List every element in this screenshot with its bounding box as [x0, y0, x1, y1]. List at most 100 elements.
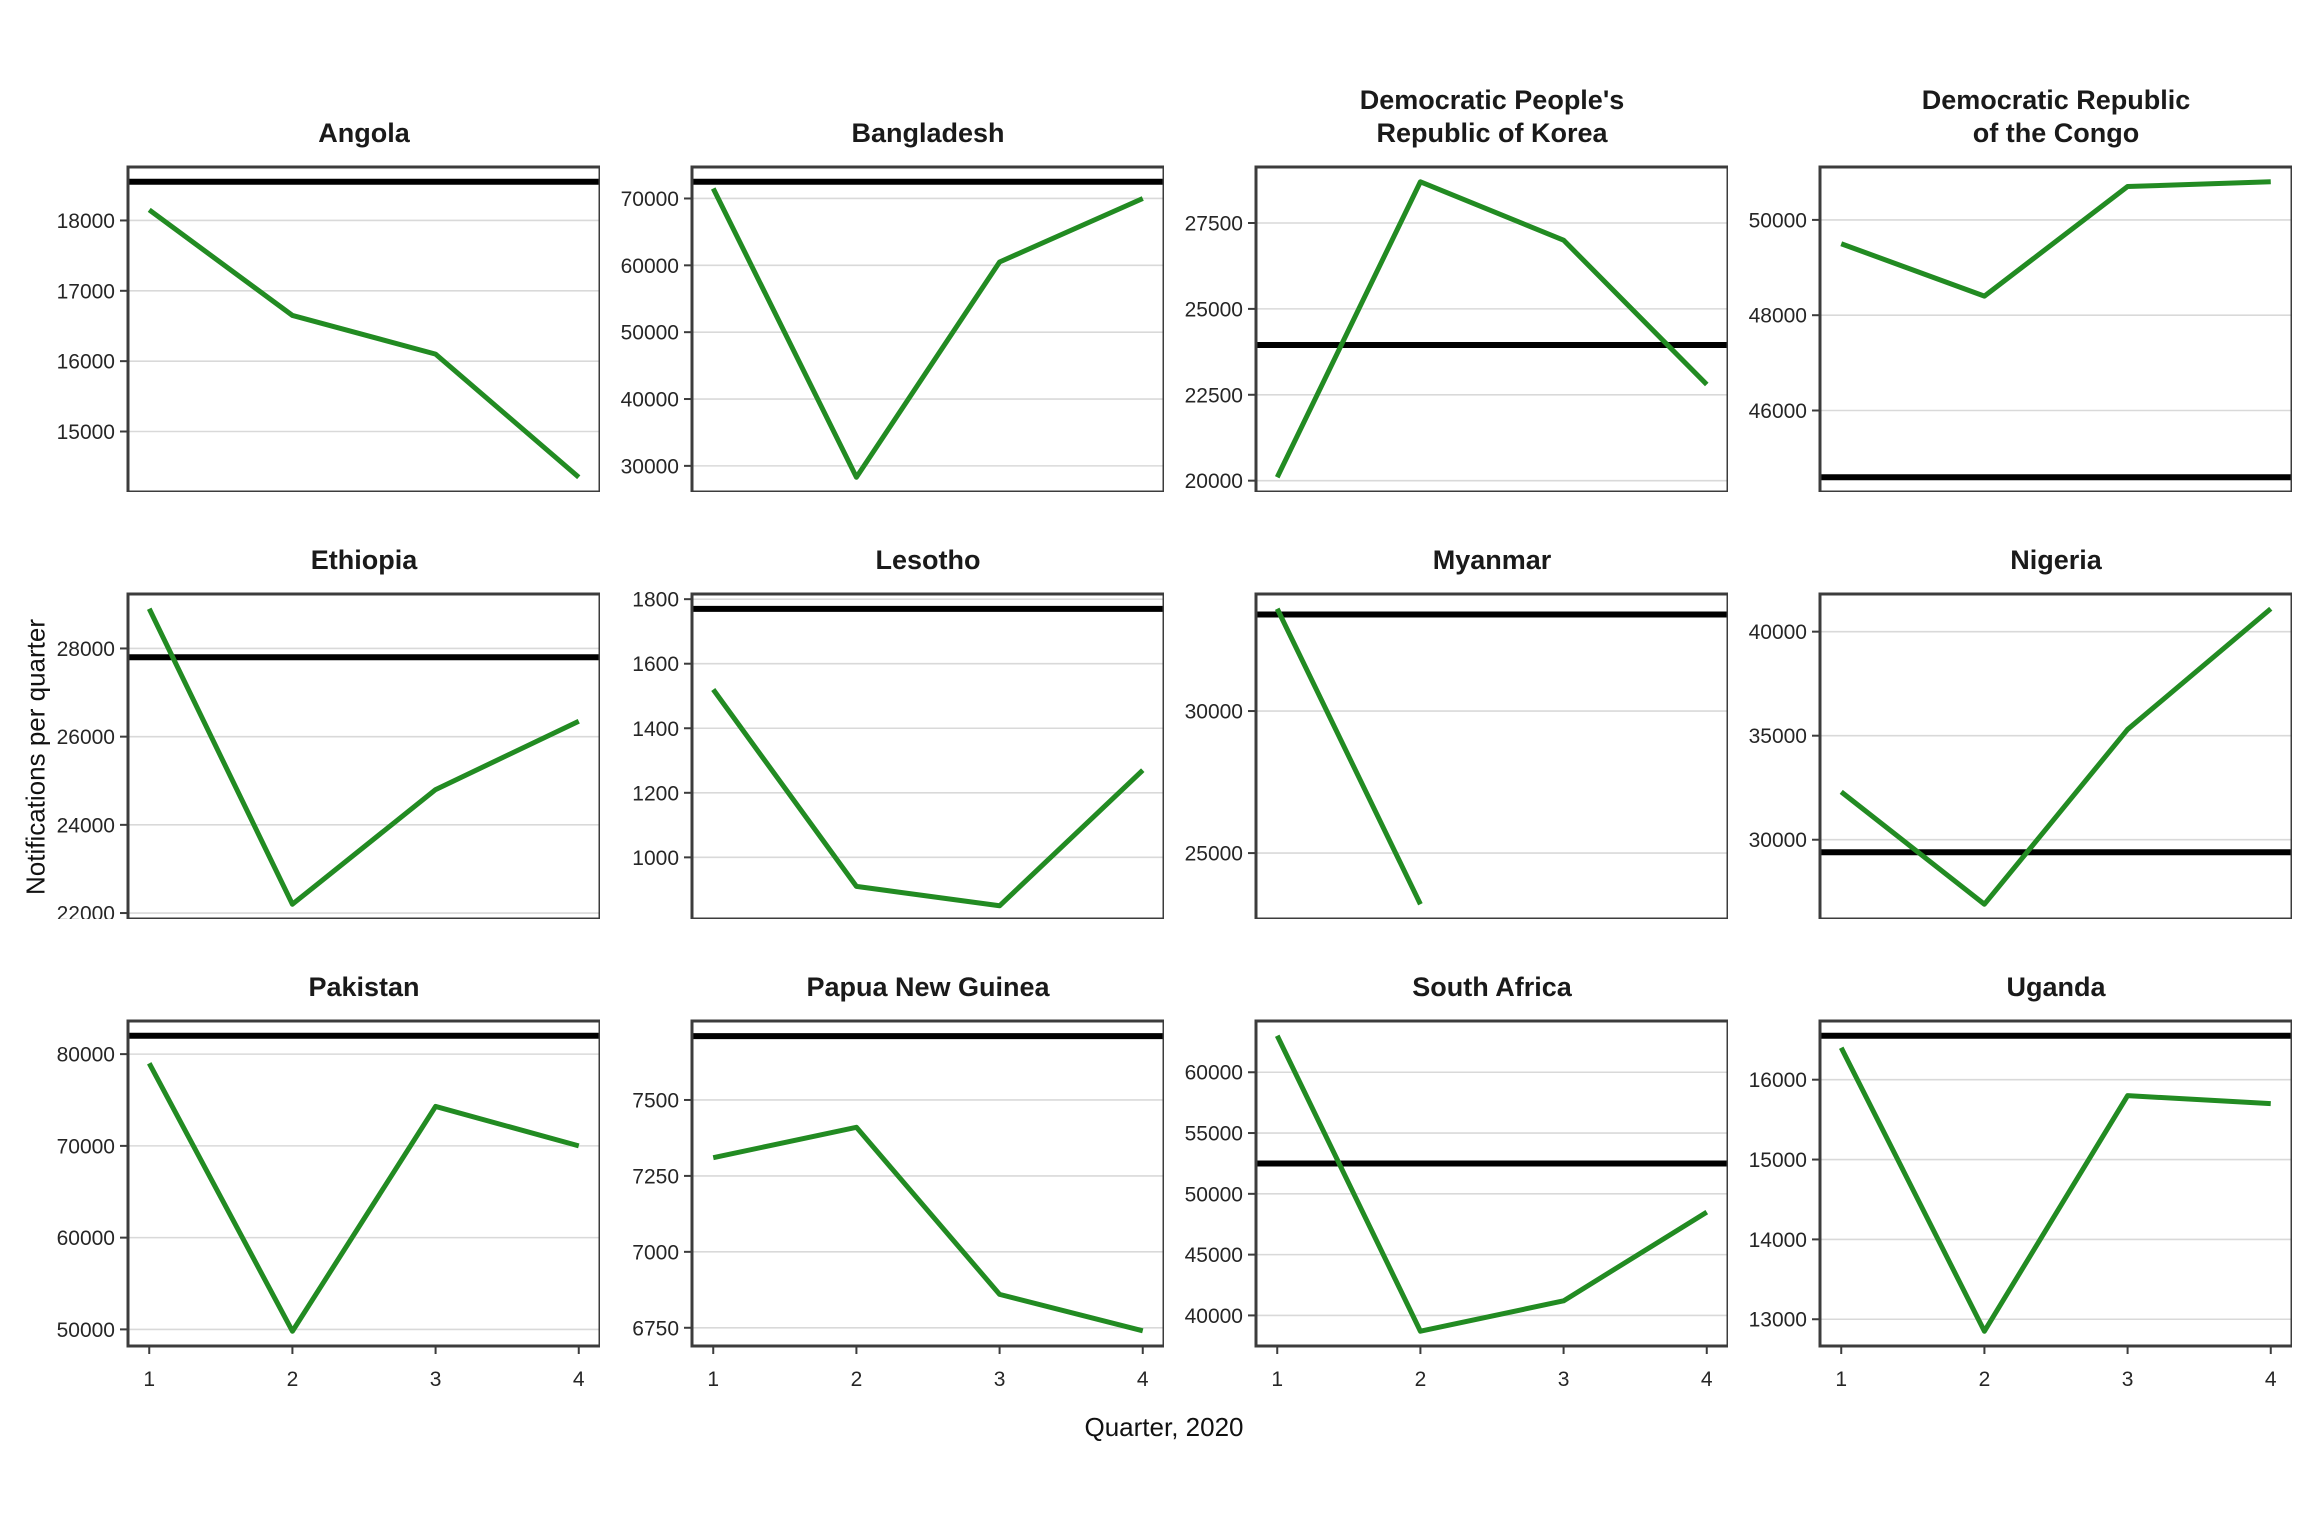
panel-border [126, 165, 600, 492]
notifications-line [147, 207, 581, 480]
x-tick-label: 4 [1137, 1368, 1149, 1391]
x-tick-label: 1 [143, 1368, 155, 1391]
y-tick-label: 60000 [621, 255, 679, 278]
y-tick-label: 25000 [1185, 843, 1243, 866]
y-tick-label: 22000 [57, 903, 115, 919]
panel-border [690, 592, 1164, 919]
y-tick-label: 24000 [57, 814, 115, 837]
notifications-line [1274, 1034, 1709, 1334]
facet-chart: Democratic People's Republic of Korea 2000… [1185, 85, 1728, 492]
y-tick-label: 48000 [1749, 305, 1807, 328]
facet-chart: South Africa 40000 45000 50000 55000 60000 1 2 3… [1185, 972, 1728, 1391]
y-tick-label: 16000 [57, 351, 115, 374]
facet-nigeria: Nigeria 30000 35000 40000 [1728, 492, 2292, 919]
notifications-line [1839, 1046, 2271, 1334]
facet-title: Democratic Republic of the Congo [1922, 85, 2191, 148]
y-tick-label: 26000 [57, 726, 115, 749]
facet-myanmar: Myanmar 25000 30000 [1164, 492, 1728, 919]
y-tick-label: 1400 [632, 718, 679, 741]
y-tick-label: 80000 [57, 1044, 115, 1067]
facet-dr-congo: Democratic Republic of the Congo 46000 4800… [1728, 65, 2292, 492]
facet-title: Pakistan [308, 972, 419, 1002]
y-tick-label: 50000 [1749, 209, 1807, 232]
x-tick-label: 2 [1415, 1368, 1427, 1391]
y-tick-label: 16000 [1749, 1069, 1807, 1092]
x-tick-label: 1 [1271, 1368, 1283, 1391]
facet-title: Uganda [2006, 972, 2106, 1002]
y-tick-label: 46000 [1749, 400, 1807, 423]
y-tick-label: 22500 [1185, 384, 1243, 407]
y-tick-label: 60000 [1185, 1062, 1243, 1085]
y-tick-label: 50000 [621, 322, 679, 345]
facet-title: Ethiopia [311, 545, 418, 575]
y-tick-label: 17000 [57, 280, 115, 303]
panel-border [1818, 1019, 2292, 1348]
x-tick-label: 2 [851, 1368, 863, 1391]
notifications-line [1274, 179, 1709, 479]
panel-border [1254, 1019, 1728, 1348]
x-tick-label: 4 [573, 1368, 585, 1391]
notifications-line [712, 1124, 1144, 1334]
facet-chart: Bangladesh 30000 40000 50000 60000 70000 [621, 118, 1164, 492]
facet-title: Myanmar [1433, 545, 1552, 575]
y-tick-label: 7250 [632, 1165, 679, 1188]
facet-chart: Myanmar 25000 30000 [1185, 545, 1728, 919]
notifications-line [1839, 606, 2273, 907]
notifications-line [1274, 607, 1423, 906]
panel-border [690, 165, 1164, 492]
notifications-line [146, 607, 580, 907]
y-tick-label: 25000 [1185, 298, 1243, 321]
facet-chart: Ethiopia 22000 24000 26000 28000 [57, 545, 600, 919]
y-tick-label: 60000 [57, 1227, 115, 1250]
facet-bangladesh: Bangladesh 30000 40000 50000 60000 70000 [600, 65, 1164, 492]
y-tick-label: 30000 [1185, 701, 1243, 724]
x-tick-label: 1 [1835, 1368, 1847, 1391]
panel-border [690, 1019, 1164, 1348]
facet-dpr-korea: Democratic People's Republic of Korea 2000… [1164, 65, 1728, 492]
y-tick-label: 15000 [57, 421, 115, 444]
y-tick-label: 1200 [632, 782, 679, 805]
x-tick-label: 2 [1979, 1368, 1991, 1391]
facet-title: Democratic People's Republic of Korea [1360, 85, 1625, 148]
x-tick-label: 4 [2265, 1368, 2277, 1391]
y-tick-label: 70000 [621, 188, 679, 211]
y-tick-label: 15000 [1749, 1149, 1807, 1172]
facet-chart: Papua New Guinea 6750 7000 7250 7500 1 2 3 4 [632, 972, 1164, 1391]
x-tick-label: 4 [1701, 1368, 1713, 1391]
facet-chart: Lesotho 1000 1200 1400 1600 1800 [632, 545, 1164, 919]
y-tick-label: 30000 [1749, 829, 1807, 852]
facet-title: South Africa [1412, 972, 1572, 1002]
y-tick-label: 20000 [1185, 470, 1243, 492]
y-tick-label: 27500 [1185, 212, 1243, 235]
y-tick-label: 45000 [1185, 1244, 1243, 1267]
facet-grid: Angola 15000 16000 17000 18000 Bangladesh 3000… [36, 65, 2292, 1411]
y-tick-label: 40000 [1185, 1305, 1243, 1328]
facet-title: Lesotho [876, 545, 981, 575]
x-tick-label: 3 [430, 1368, 442, 1391]
y-tick-label: 30000 [621, 455, 679, 478]
y-tick-label: 70000 [57, 1135, 115, 1158]
y-tick-label: 7500 [632, 1089, 679, 1112]
facet-angola: Angola 15000 16000 17000 18000 [36, 65, 600, 492]
facet-papua-new-guinea: Papua New Guinea 6750 7000 7250 7500 1 2 3 4 [600, 919, 1164, 1411]
y-tick-label: 14000 [1749, 1229, 1807, 1252]
facet-title: Angola [318, 118, 410, 148]
panel-border [126, 592, 600, 919]
panel-border [1818, 165, 2292, 492]
facet-lesotho: Lesotho 1000 1200 1400 1600 1800 [600, 492, 1164, 919]
facet-chart: Pakistan 50000 60000 70000 80000 1 2 3 4 [57, 972, 600, 1391]
y-tick-label: 1800 [632, 589, 679, 612]
x-axis-label: Quarter, 2020 [1084, 1412, 1244, 1442]
y-tick-label: 6750 [632, 1317, 679, 1340]
y-tick-label: 18000 [57, 210, 115, 233]
facet-ethiopia: Ethiopia 22000 24000 26000 28000 [36, 492, 600, 919]
facet-chart: Democratic Republic of the Congo 46000 4800… [1749, 85, 2292, 492]
x-tick-label: 3 [994, 1368, 1006, 1391]
facet-south-africa: South Africa 40000 45000 50000 55000 60000 1 2 3… [1164, 919, 1728, 1411]
x-tick-label: 3 [2122, 1368, 2134, 1391]
panel-border [126, 1019, 600, 1348]
facet-chart: Angola 15000 16000 17000 18000 [57, 118, 600, 492]
panel-border [1254, 592, 1728, 919]
facet-title: Nigeria [2010, 545, 2103, 575]
x-tick-label: 3 [1558, 1368, 1570, 1391]
